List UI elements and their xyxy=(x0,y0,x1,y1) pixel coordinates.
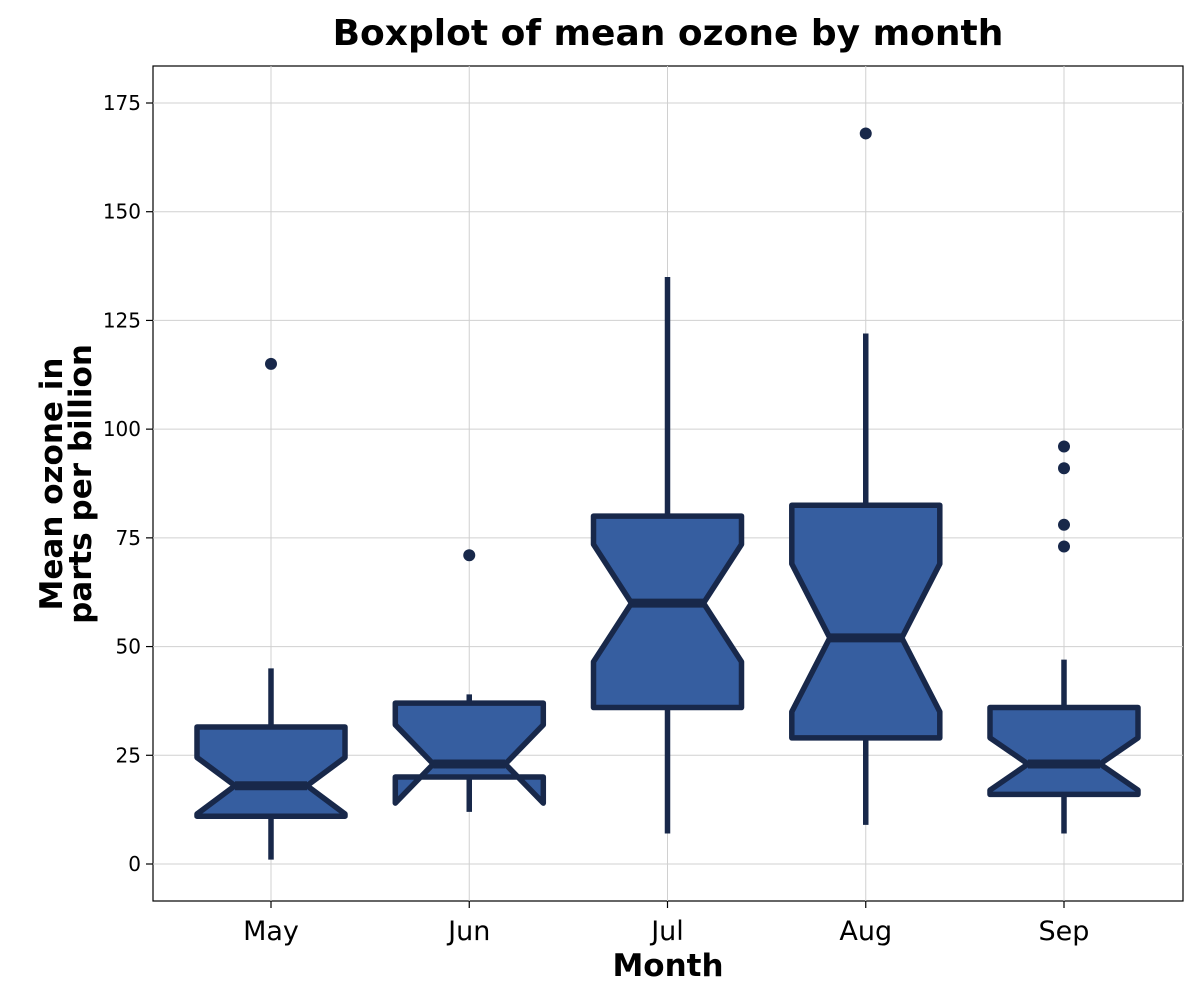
x-axis: May Jun Jul Aug Sep xyxy=(243,901,1089,947)
outlier-point xyxy=(1058,518,1070,531)
chart-title: Boxplot of mean ozone by month xyxy=(333,13,1004,54)
outlier-point xyxy=(1058,440,1070,453)
outlier-point xyxy=(859,127,872,140)
y-axis-title-line-2: parts per billion xyxy=(63,344,99,624)
tick-label-y: 175 xyxy=(103,91,141,115)
box-body xyxy=(392,700,547,806)
box-body xyxy=(194,724,348,819)
x-axis-title: Month xyxy=(612,948,723,984)
tick-label-x: Sep xyxy=(1039,916,1090,947)
box-may xyxy=(194,357,348,860)
box-body xyxy=(590,513,745,711)
y-axis-title-line-1: Mean ozone in xyxy=(34,358,70,611)
box-body xyxy=(987,704,1141,798)
tick-label-y: 125 xyxy=(103,308,141,332)
outlier-point xyxy=(1058,540,1070,553)
tick-label-y: 25 xyxy=(116,743,141,767)
tick-label-y: 100 xyxy=(103,417,141,441)
box-jun xyxy=(392,549,547,812)
tick-label-x: Jul xyxy=(649,916,684,947)
tick-label-x: Aug xyxy=(839,916,892,947)
tick-label-y: 150 xyxy=(103,200,141,224)
tick-label-y: 75 xyxy=(116,526,141,550)
tick-label-x: Jun xyxy=(446,916,490,947)
box-sep xyxy=(987,440,1141,834)
tick-label-y: 50 xyxy=(116,635,141,659)
tick-label-x: May xyxy=(243,916,299,947)
y-axis-title: Mean ozone in parts per billion xyxy=(34,344,99,624)
box-jul xyxy=(590,276,745,834)
outlier-point xyxy=(463,549,476,562)
outlier-point xyxy=(1058,462,1070,475)
boxes xyxy=(194,127,1141,860)
outlier-point xyxy=(265,357,277,370)
y-axis: 0 25 50 75 100 125 150 175 xyxy=(103,91,153,876)
tick-label-y: 0 xyxy=(128,852,141,876)
box-body xyxy=(789,502,943,741)
box-aug xyxy=(789,127,943,825)
